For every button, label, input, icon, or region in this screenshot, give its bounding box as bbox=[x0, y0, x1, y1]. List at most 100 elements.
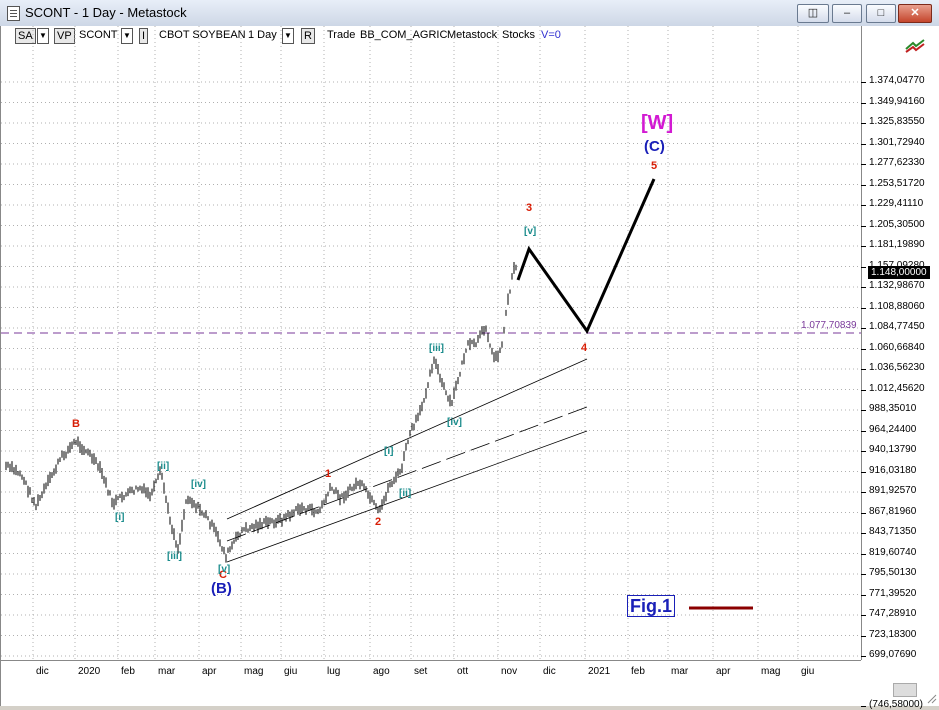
title-bar: SCONT - 1 Day - Metastock ◫ – □ ✕ bbox=[0, 0, 939, 27]
x-axis-tick-label: set bbox=[414, 666, 428, 677]
instrument-label: CBOT SOYBEAN bbox=[159, 29, 246, 41]
y-axis-tick-label: 1.084,77450 bbox=[861, 321, 925, 332]
minimize-button[interactable]: – bbox=[832, 4, 862, 23]
price-chart[interactable] bbox=[1, 26, 861, 660]
x-axis-tick-label: giu bbox=[284, 666, 298, 677]
wave-iv-first: [iv] bbox=[191, 479, 206, 490]
vp-button[interactable]: VP bbox=[54, 28, 75, 44]
y-axis-tick-label: 1.325,83550 bbox=[861, 116, 925, 127]
projection-path bbox=[516, 178, 656, 335]
channel-upper-line bbox=[226, 358, 588, 520]
pane-button[interactable]: I bbox=[139, 28, 149, 44]
y-axis-tick-label: 795,50130 bbox=[860, 567, 917, 578]
y-axis-tick-label: 1.012,45620 bbox=[861, 382, 925, 394]
x-axis-tick-label: feb bbox=[631, 666, 645, 677]
y-axis-tick-label: 916,03180 bbox=[860, 464, 917, 476]
document-icon bbox=[7, 6, 20, 21]
wave-paren-B: (B) bbox=[211, 580, 232, 597]
y-axis-tick-label: 1.108,88060 bbox=[861, 300, 925, 312]
x-axis-tick-label: mag bbox=[761, 666, 781, 677]
wave-iv-second: [iv] bbox=[447, 417, 462, 428]
x-axis-tick-label: mag bbox=[244, 666, 264, 677]
y-axis-tick-label: 843,71350 bbox=[860, 526, 917, 537]
y-axis-tick-label: 1.205,30500 bbox=[861, 218, 925, 230]
x-axis-tick-label: apr bbox=[716, 666, 731, 677]
x-axis-tick-label: giu bbox=[801, 666, 815, 677]
horizontal-level-label: 1.077,70839 bbox=[801, 320, 857, 331]
chart-toolbar: SA ▼ VP SCONT ▼ I CBOT SOYBEAN 1 Day ▼ R… bbox=[1, 26, 861, 46]
wave-3: 3 bbox=[526, 202, 533, 214]
wave-5: 5 bbox=[651, 160, 658, 172]
last-price-tag: 1.148,00000 bbox=[868, 266, 930, 279]
channel-mid-line bbox=[226, 406, 588, 542]
x-axis-tick-label: ago bbox=[373, 666, 390, 677]
wave-i-second: [i] bbox=[384, 446, 394, 457]
y-axis-tick-label: 1.301,72940 bbox=[861, 136, 925, 148]
y-axis-tick-label: 1.229,41110 bbox=[860, 198, 924, 209]
y-axis-tick-label: 891,92570 bbox=[860, 485, 917, 496]
y-axis-tick-label: 988,35010 bbox=[860, 403, 917, 414]
y-axis-tick-label: 1.157,09280 bbox=[861, 259, 925, 271]
y-axis-tick-label: 867,81960 bbox=[860, 505, 917, 517]
volume-label: V=0 bbox=[541, 29, 561, 41]
close-button[interactable]: ✕ bbox=[898, 4, 932, 23]
restore-down-icon[interactable]: ◫ bbox=[797, 4, 829, 23]
y-axis-tick-label: 1.036,56230 bbox=[861, 362, 925, 373]
trade-label[interactable]: Trade bbox=[327, 29, 356, 41]
wave-4: 4 bbox=[581, 342, 588, 354]
x-axis-tick-label: dic bbox=[36, 666, 49, 677]
app-label: Metastock bbox=[447, 29, 498, 41]
type-label: Stocks bbox=[502, 29, 536, 41]
x-axis-border bbox=[1, 660, 861, 661]
y-axis-tick-label: 1.132,98670 bbox=[861, 280, 925, 291]
resize-grip-icon[interactable] bbox=[925, 692, 937, 704]
wave-B: B bbox=[72, 418, 80, 430]
sa-button[interactable]: SA bbox=[15, 28, 36, 44]
wave-W: [W] bbox=[641, 112, 674, 134]
y-axis-tick-label: 1.277,62330 bbox=[861, 157, 925, 168]
period-label: 1 Day bbox=[248, 29, 277, 41]
x-axis-tick-label: mar bbox=[158, 666, 176, 677]
y-axis-tick-label: 1.253,51720 bbox=[861, 177, 925, 189]
chart-area[interactable]: SA ▼ VP SCONT ▼ I CBOT SOYBEAN 1 Day ▼ R… bbox=[0, 26, 939, 710]
symbol-dropdown-icon[interactable]: ▼ bbox=[121, 28, 133, 44]
x-axis-tick-label: lug bbox=[327, 666, 341, 677]
window-title: SCONT - 1 Day - Metastock bbox=[25, 5, 187, 20]
x-axis-tick-label: apr bbox=[202, 666, 217, 677]
wave-v-second: [v] bbox=[524, 226, 537, 237]
figure-label: Fig.1 bbox=[627, 595, 676, 617]
wave-iii-second: [iii] bbox=[429, 343, 444, 354]
y-axis-tick-label: 699,07690 bbox=[860, 649, 917, 660]
wave-C: C bbox=[219, 569, 227, 581]
x-axis-tick-label: dic bbox=[543, 666, 556, 677]
x-axis-tick-label: ott bbox=[457, 666, 469, 677]
x-axis-tick-label: 2021 bbox=[588, 666, 611, 677]
y-axis-tick-label: 964,24400 bbox=[860, 423, 917, 435]
x-axis-tick-label: feb bbox=[121, 666, 135, 677]
maximize-button[interactable]: □ bbox=[866, 4, 896, 23]
wave-paren-C: (C) bbox=[644, 138, 665, 155]
sa-dropdown-icon[interactable]: ▼ bbox=[37, 28, 49, 44]
y-axis-tick-label: 771,39520 bbox=[860, 587, 917, 599]
period-dropdown-icon[interactable]: ▼ bbox=[282, 28, 294, 44]
y-axis-tick-label: 1.374,04770 bbox=[861, 75, 925, 86]
x-axis-tick-label: nov bbox=[501, 666, 518, 677]
y-axis-tick-label: 819,60740 bbox=[860, 546, 917, 558]
wave-iii-first: [iii] bbox=[167, 551, 182, 562]
chart-grid bbox=[1, 26, 861, 660]
wave-ii-second: [ii] bbox=[399, 488, 412, 499]
y-axis-tick-label: 723,18300 bbox=[860, 628, 917, 640]
wave-2: 2 bbox=[375, 516, 382, 528]
wave-v-first: [v] bbox=[218, 564, 231, 575]
y-axis-tick-label: 1.060,66840 bbox=[861, 341, 925, 353]
horizontal-scrollbar[interactable] bbox=[893, 683, 917, 697]
channel-lower-line bbox=[226, 430, 588, 563]
r-button[interactable]: R bbox=[301, 28, 315, 44]
y-axis-tick-label: 1.181,19890 bbox=[861, 239, 925, 250]
y-axis-tick-label: (746,58000) bbox=[861, 699, 923, 710]
trend-arrows-icon[interactable] bbox=[904, 38, 926, 54]
x-axis-tick-label: mar bbox=[671, 666, 689, 677]
y-axis-tick-label: 747,28910 bbox=[860, 608, 917, 619]
y-axis-tick-label: 1.349,94160 bbox=[861, 95, 925, 107]
security-label: BB_COM_AGRIC bbox=[360, 29, 448, 41]
